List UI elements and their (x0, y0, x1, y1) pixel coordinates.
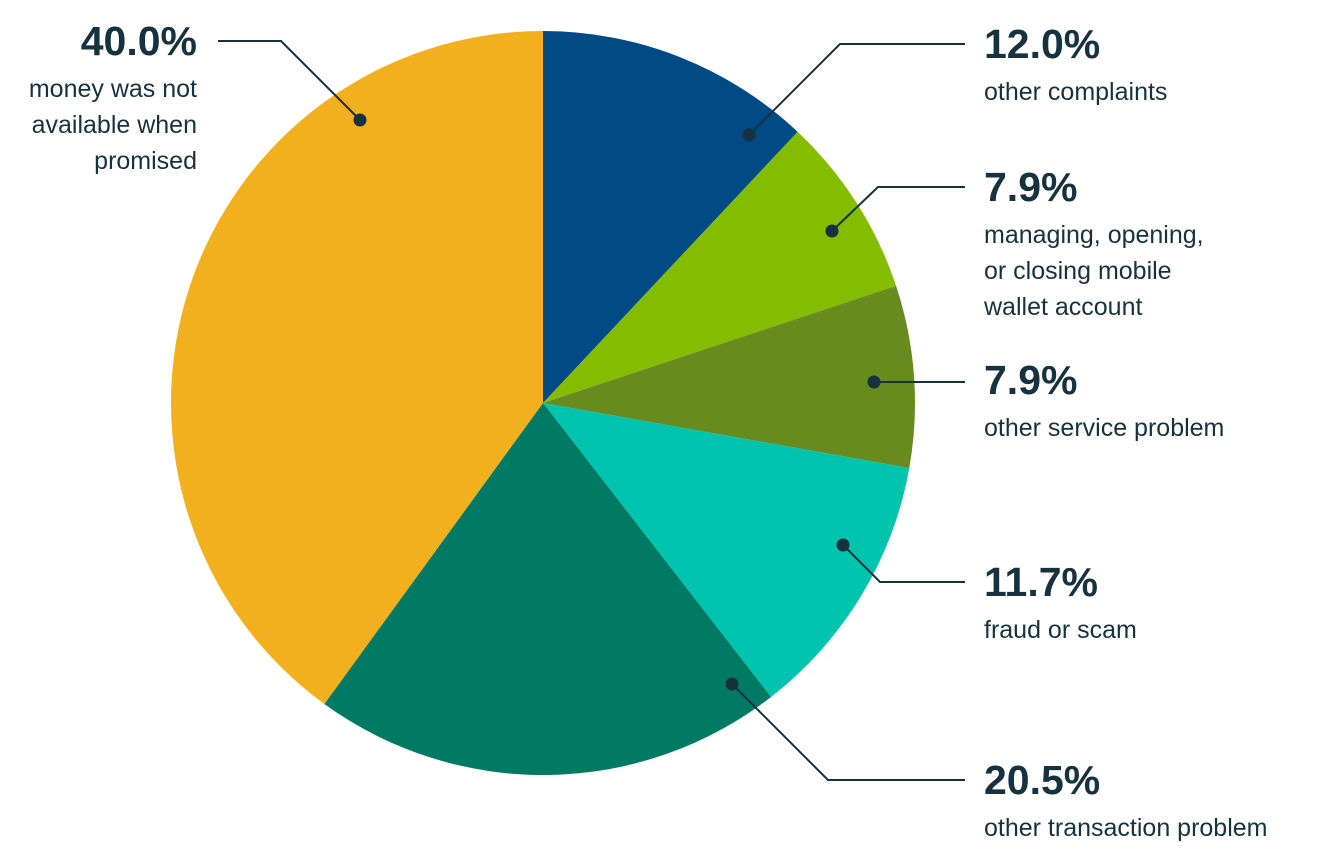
pie-slice-fraud-or-scam (543, 403, 910, 697)
pie-slice-managing-opening-or-closing-mobile-wallet-account (543, 131, 897, 403)
description-label-money-was-not-available-when-promised-line-1: money was not (29, 75, 197, 103)
leader-line-other-transaction-problem (731, 683, 965, 781)
pie-slice-money-was-not-available-when-promised (171, 31, 544, 704)
slice-labels: 12.0% other complaints 7.9% managing, openi… (29, 18, 1268, 842)
leader-line-fraud-or-scam (842, 544, 965, 583)
percent-label-other-transaction-problem: 20.5% (984, 757, 1100, 803)
leader-dot-other-transaction-problem (725, 677, 739, 691)
leader-lines (218, 40, 965, 781)
description-label-fraud-or-scam: fraud or scam (984, 616, 1137, 644)
leader-line-managing-opening-or-closing-mobile-wallet-account (831, 186, 965, 232)
description-label-managing-opening-or-closing-mobile-wallet-account-line-3: wallet account (983, 293, 1142, 321)
percent-label-managing-opening-or-closing-mobile-wallet-account: 7.9% (984, 164, 1077, 210)
percent-label-other-service-problem: 7.9% (984, 357, 1077, 403)
pie-slice-other-service-problem (543, 285, 915, 469)
leader-line-other-complaints (748, 43, 965, 136)
description-label-money-was-not-available-when-promised-line-3: promised (94, 147, 197, 175)
description-label-managing-opening-or-closing-mobile-wallet-account-line-2: or closing mobile (984, 257, 1172, 285)
pie-slices (171, 30, 915, 775)
leader-dot-other-complaints (742, 128, 756, 142)
percent-label-other-complaints: 12.0% (984, 21, 1100, 67)
leader-dot-fraud-or-scam (836, 538, 850, 552)
pie-slice-other-transaction-problem (324, 403, 771, 775)
leader-dot-managing-opening-or-closing-mobile-wallet-account (825, 224, 839, 238)
percent-label-fraud-or-scam: 11.7% (984, 559, 1098, 605)
pie-slice-other-complaints (543, 30, 798, 403)
description-label-other-complaints: other complaints (984, 78, 1167, 106)
leader-dot-other-service-problem (867, 375, 881, 389)
leader-line-money-was-not-available-when-promised (218, 40, 361, 121)
leader-dot-money-was-not-available-when-promised (353, 113, 367, 127)
description-label-managing-opening-or-closing-mobile-wallet-account-line-1: managing, opening, (984, 221, 1204, 249)
description-label-other-transaction-problem: other transaction problem (984, 814, 1267, 842)
description-label-other-service-problem: other service problem (984, 414, 1224, 442)
description-label-money-was-not-available-when-promised-line-2: available when (32, 111, 197, 139)
percent-label-money-was-not-available-when-promised: 40.0% (81, 18, 197, 64)
